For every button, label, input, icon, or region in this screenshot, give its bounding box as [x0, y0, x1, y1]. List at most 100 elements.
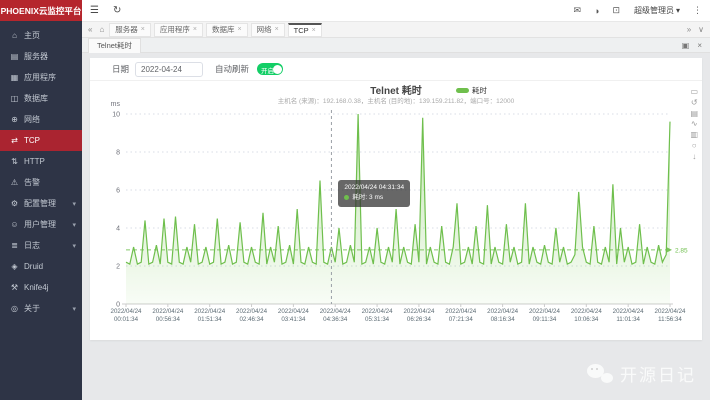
fullscreen-icon[interactable]: ⊡: [612, 5, 620, 16]
date-label: 日期: [112, 63, 129, 75]
legend-label: 耗时: [472, 85, 487, 96]
sidebar-item-label: 网络: [24, 114, 40, 125]
sidebar-item-users[interactable]: ☺用户管理▾: [0, 214, 82, 235]
x-tick-label: 2022/04/2400:01:34: [111, 308, 143, 323]
sidebar-item-label: HTTP: [24, 157, 45, 166]
y-tick-label: 6: [116, 188, 120, 195]
tab-close-icon[interactable]: ×: [141, 26, 145, 33]
tab-bar: « ⌂ 服务器×应用程序×数据库×网络×TCP× » ∨: [82, 22, 710, 38]
x-tick-label: 2022/04/2403:41:34: [278, 308, 310, 323]
admin-label: 超级管理员: [634, 5, 674, 16]
http-icon: ⇅: [9, 157, 20, 166]
page-tab-bar: Telnet耗时 ▣ ×: [82, 38, 710, 53]
tab-应用程序[interactable]: 应用程序×: [154, 23, 203, 37]
tab-close-icon[interactable]: ×: [237, 26, 241, 33]
y-axis-unit: ms: [111, 101, 121, 108]
sidebar-item-label: Knife4j: [24, 283, 48, 292]
watermark-text: 开源日记: [620, 361, 696, 386]
admin-menu[interactable]: 超级管理员 ▾: [634, 5, 680, 16]
main-area: ☰ ↻ ✉ ◑ ⊡ 超级管理员 ▾ ⋮ « ⌂ 服务器×应用程序×数据库×网络×…: [82, 0, 710, 400]
auto-refresh-toggle[interactable]: 开启: [257, 63, 283, 75]
sidebar-item-home[interactable]: ⌂ 主页: [0, 25, 82, 46]
y-tick-label: 10: [112, 112, 120, 119]
tab-网络[interactable]: 网络×: [251, 23, 285, 37]
sidebar-item-label: 日志: [24, 240, 40, 251]
telnet-chart-svg[interactable]: 0246810ms2022/04/2400:01:342022/04/2400:…: [94, 98, 698, 330]
chart-toolbox: ▭ ↺ ▤∿ ▥ ○ ↓: [690, 88, 698, 162]
tabs-scroll-right-icon[interactable]: »: [685, 25, 693, 34]
sidebar-item-about[interactable]: ◎关于▾: [0, 298, 82, 319]
sidebar-item-label: TCP: [24, 136, 40, 145]
window-restore-icon[interactable]: ▣: [682, 41, 690, 50]
sidebar-item-logs[interactable]: ≣日志▾: [0, 235, 82, 256]
server-icon: ▤: [9, 52, 20, 61]
sidebar-item-http[interactable]: ⇅ HTTP: [0, 151, 82, 172]
y-tick-label: 8: [116, 150, 120, 157]
line-chart-icon[interactable]: ∿: [690, 120, 698, 129]
theme-icon[interactable]: ◑: [594, 6, 599, 16]
zoom-reset-icon[interactable]: ↺: [690, 99, 698, 108]
alarm-bell-icon: ⚠: [9, 178, 20, 187]
sidebar-item-application[interactable]: ▦ 应用程序: [0, 67, 82, 88]
sidebar-item-config[interactable]: ⚙配置管理▾: [0, 193, 82, 214]
sidebar-item-label: 告警: [24, 177, 40, 188]
zoom-box-icon[interactable]: ▭: [690, 88, 698, 97]
message-icon[interactable]: ✉: [573, 5, 581, 16]
sidebar-item-server[interactable]: ▤服务器: [0, 46, 82, 67]
tab-数据库[interactable]: 数据库×: [206, 23, 248, 37]
x-tick-label: 2022/04/2411:01:34: [613, 308, 645, 323]
sidebar-item-druid[interactable]: ◈ Druid: [0, 256, 82, 277]
page-tab-telnet[interactable]: Telnet耗时: [88, 38, 141, 53]
x-tick-label: 2022/04/2411:56:34: [655, 308, 687, 323]
sidebar-item-tcp[interactable]: ⇄ TCP: [0, 130, 82, 151]
restore-icon[interactable]: ○: [690, 142, 698, 151]
tab-close-icon[interactable]: ×: [275, 26, 279, 33]
more-options-icon[interactable]: ⋮: [693, 5, 702, 16]
tabs-home-icon[interactable]: ⌂: [97, 25, 106, 34]
home-icon: ⌂: [9, 31, 20, 40]
tab-close-icon[interactable]: ×: [193, 26, 197, 33]
x-tick-label: 2022/04/2400:56:34: [152, 308, 184, 323]
sidebar-item-network[interactable]: ⊕ 网络: [0, 109, 82, 130]
tab-label: 网络: [257, 24, 272, 35]
data-view-icon[interactable]: ▤: [690, 110, 698, 119]
tab-TCP[interactable]: TCP×: [288, 23, 322, 37]
date-input[interactable]: [135, 62, 203, 77]
sidebar-item-knife4j[interactable]: ⚒ Knife4j: [0, 277, 82, 298]
sidebar-item-label: 关于: [24, 303, 40, 314]
download-icon[interactable]: ↓: [690, 153, 698, 162]
x-tick-label: 2022/04/2402:46:34: [236, 308, 268, 323]
app-icon: ▦: [9, 73, 20, 82]
sidebar: PHOENIX云监控平台 ⌂ 主页 ▤服务器 ▦ 应用程序 ◫数据库 ⊕ 网络 ⇄ TCP ⇅ HTT…: [0, 0, 82, 400]
knife4j-icon: ⚒: [9, 283, 20, 292]
app-logo: PHOENIX云监控平台: [0, 0, 82, 21]
tabs-dropdown-icon[interactable]: ∨: [696, 25, 706, 34]
tab-close-icon[interactable]: ×: [312, 27, 316, 34]
tabs-scroll-left-icon[interactable]: «: [86, 25, 94, 34]
network-icon: ⊕: [9, 115, 20, 124]
sidebar-item-label: Druid: [24, 262, 43, 271]
sidebar-item-alarm[interactable]: ⚠ 告警: [0, 172, 82, 193]
filter-row: 日期 自动刷新 开启: [90, 58, 702, 81]
druid-icon: ◈: [9, 262, 20, 271]
window-close-icon[interactable]: ×: [697, 41, 702, 50]
tab-label: 服务器: [115, 24, 138, 35]
tab-服务器[interactable]: 服务器×: [109, 23, 151, 37]
menu-collapse-icon[interactable]: ☰: [90, 5, 99, 16]
sidebar-item-database[interactable]: ◫数据库: [0, 88, 82, 109]
average-label: 2.85: [675, 247, 688, 254]
refresh-icon[interactable]: ↻: [113, 5, 121, 16]
bar-chart-icon[interactable]: ▥: [690, 131, 698, 140]
tab-list: 服务器×应用程序×数据库×网络×TCP×: [109, 23, 321, 37]
tcp-icon: ⇄: [9, 136, 20, 145]
sidebar-item-label: 主页: [24, 30, 40, 41]
x-tick-label: 2022/04/2407:21:34: [445, 308, 477, 323]
legend-item-haoshi[interactable]: 耗时: [456, 85, 487, 96]
toggle-knob: [273, 65, 282, 74]
x-tick-label: 2022/04/2410:06:34: [571, 308, 603, 323]
sidebar-item-label: 数据库: [24, 93, 48, 104]
sidebar-item-label: 应用程序: [24, 72, 56, 83]
info-icon: ◎: [9, 304, 20, 313]
wechat-icon: [587, 364, 613, 384]
x-tick-label: 2022/04/2404:36:34: [320, 308, 352, 323]
